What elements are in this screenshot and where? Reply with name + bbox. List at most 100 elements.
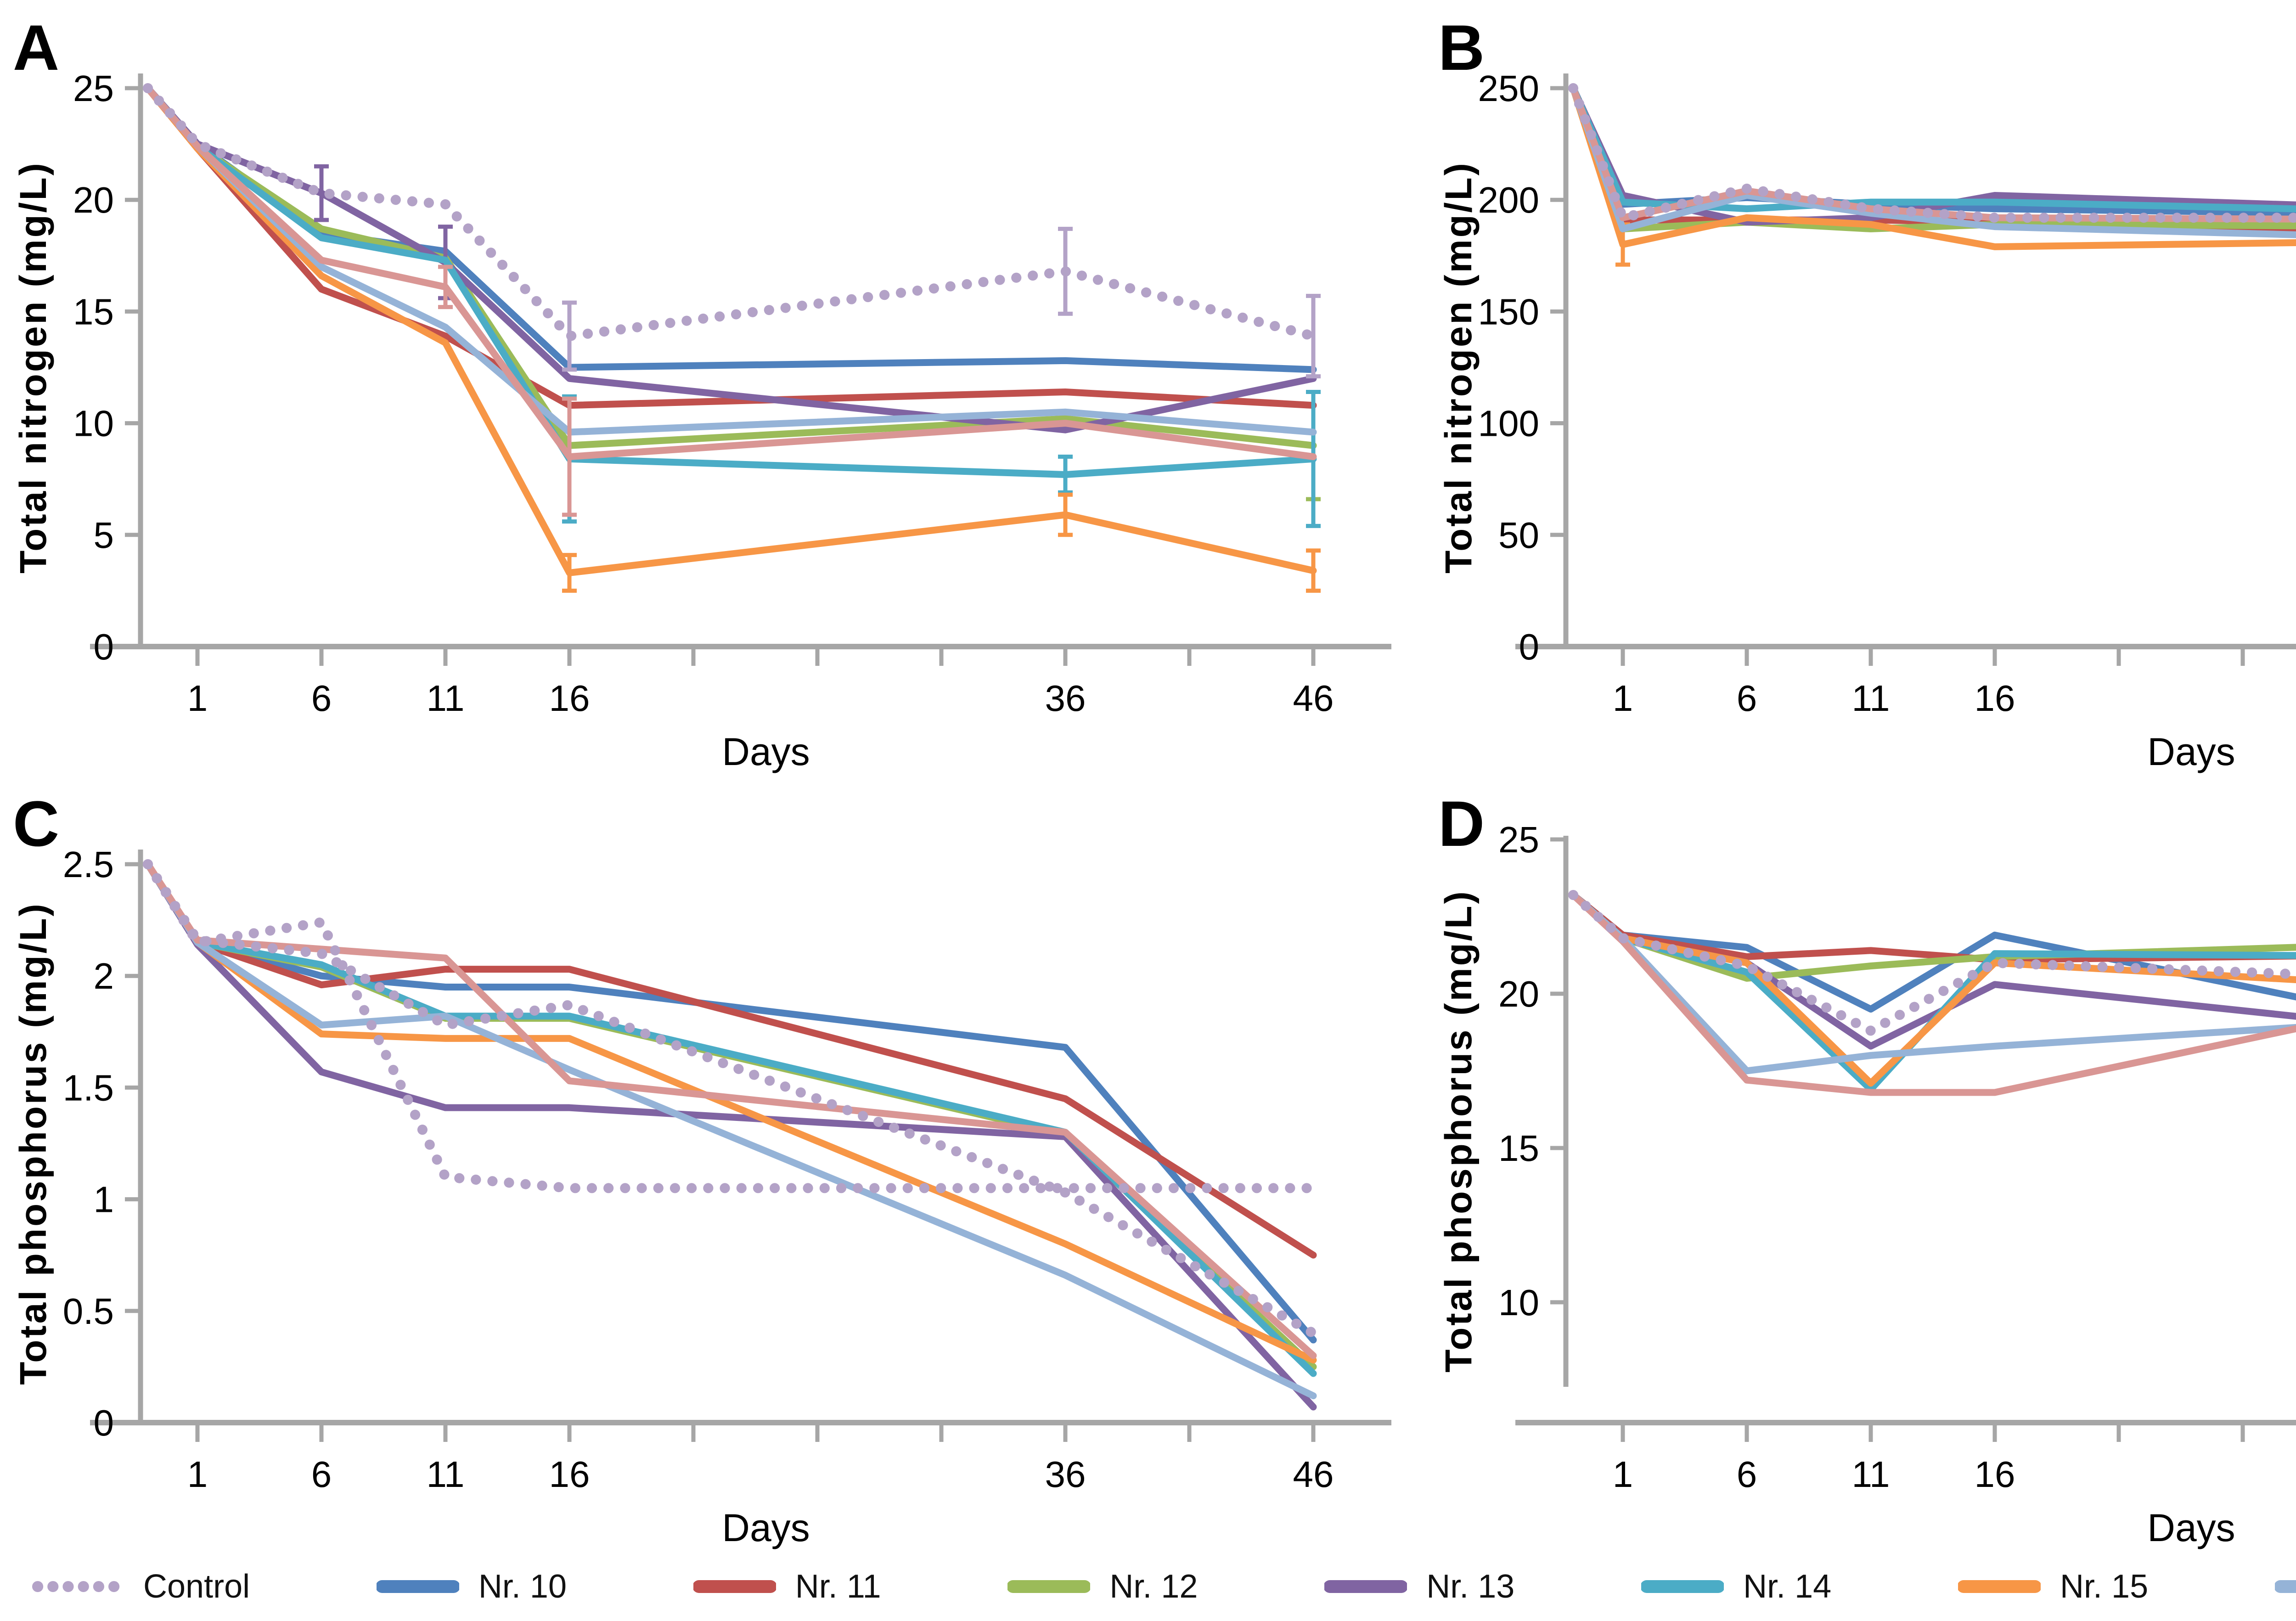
y-tick-label: 250 (1478, 68, 1539, 109)
legend-swatch-nr-13-line-icon (1324, 1580, 1407, 1593)
y-tick-label: 1.5 (63, 1067, 114, 1108)
legend-label-nr-10: Nr. 10 (478, 1568, 567, 1605)
series-line-nr-17 (1570, 891, 2296, 1096)
legend-label-nr-12: Nr. 12 (1109, 1568, 1198, 1605)
y-axis-title-b: Total nitrogen (mg/L) (1438, 161, 1480, 574)
series-line-nr-10 (1570, 84, 2296, 217)
legend-swatch-nr-12-line-icon (1007, 1580, 1091, 1593)
panel-label-a: A (13, 11, 59, 84)
x-tick-label: 11 (1851, 678, 1890, 719)
x-tick-label: 16 (1975, 678, 2015, 719)
series-line-nr-16 (1570, 891, 2296, 1075)
legend-swatch-nr-10-line-icon (376, 1580, 459, 1593)
y-tick-label: 150 (1478, 291, 1539, 332)
panel-c-total-phosphorus-chart: C Total phosphorus (mg/L) 0 0.5 1 1.5 2 2.5 1 6 11… (0, 776, 1425, 1552)
x-tick-label: 46 (1293, 678, 1334, 719)
series-line-nr-15 (144, 84, 1317, 576)
y-tick-label: 0 (1519, 626, 1540, 667)
y-tick-label: 20 (1498, 974, 1539, 1014)
x-tick-label: 46 (1293, 1454, 1334, 1495)
y-tick-label: 0 (94, 626, 114, 667)
panel-b-total-nitrogen-chart: B Total nitrogen (mg/L) 0 50 100 150 200 250 1 6 1… (1425, 0, 2296, 776)
y-tick-label: 10 (1498, 1282, 1539, 1323)
series-line-nr-16 (1570, 84, 2296, 238)
x-tick-label: 1 (1613, 678, 1633, 719)
x-tick-label: 11 (426, 678, 464, 719)
series-line-nr-14 (1570, 84, 2296, 213)
x-tick-label: 36 (1045, 678, 1086, 719)
panel-label-b: B (1438, 11, 1485, 84)
panel-label-c: C (13, 788, 59, 860)
legend-item-nr-13: Nr. 13 (1324, 1568, 1514, 1605)
legend-item-nr-14: Nr. 14 (1641, 1568, 1831, 1605)
y-tick-label: 15 (73, 291, 114, 332)
panel-a-total-nitrogen-chart: A Total nitrogen (mg/L) 0 5 10 15 20 25 1 6 11 16 36… (0, 0, 1425, 776)
y-tick-label: 50 (1498, 515, 1539, 556)
legend-label-nr-15: Nr. 15 (2060, 1568, 2149, 1605)
legend-item-control: Control (32, 1568, 250, 1605)
legend-label-nr-13: Nr. 13 (1426, 1568, 1515, 1605)
y-tick-label: 0 (94, 1402, 114, 1443)
y-tick-label: 20 (73, 180, 114, 220)
x-tick-label: 6 (311, 1454, 332, 1495)
series-line-nr-17 (144, 861, 1317, 1359)
x-tick-label: 16 (549, 678, 590, 719)
y-tick-label: 25 (73, 68, 114, 109)
series-line-nr-15 (144, 861, 1317, 1364)
series-line-nr-17 (1570, 84, 2296, 223)
series-line-nr-11 (144, 84, 1317, 409)
legend-item-nr-16: Nr. 16 (2274, 1568, 2296, 1605)
x-tick-label: 16 (1975, 1454, 2015, 1495)
y-tick-label: 200 (1478, 180, 1539, 220)
y-axis-title-c: Total phosphorus (mg/L) (12, 902, 54, 1385)
y-tick-label: 100 (1478, 403, 1539, 444)
y-tick-label: 0.5 (63, 1291, 114, 1332)
legend-item-nr-10: Nr. 10 (376, 1568, 567, 1605)
panel-label-d: D (1438, 788, 1485, 860)
series-line-control (143, 859, 1318, 1193)
x-tick-label: 1 (187, 678, 208, 719)
x-tick-label: 1 (1613, 1454, 1633, 1495)
chart-legend: Control Nr. 10 Nr. 11 Nr. 12 Nr. 13 Nr. 14 Nr.… (0, 1552, 2296, 1621)
legend-label-nr-14: Nr. 14 (1743, 1568, 1832, 1605)
y-tick-label: 5 (94, 515, 114, 556)
legend-item-nr-12: Nr. 12 (1007, 1568, 1198, 1605)
y-tick-label: 10 (73, 403, 114, 444)
x-tick-label: 6 (1737, 678, 1757, 719)
y-tick-label: 25 (1498, 819, 1539, 860)
x-axis-title-a: Days (722, 730, 810, 773)
legend-item-nr-11: Nr. 11 (693, 1568, 881, 1605)
x-tick-label: 6 (311, 678, 332, 719)
x-axis-title-c: Days (722, 1506, 810, 1549)
legend-item-nr-15: Nr. 15 (1958, 1568, 2148, 1605)
legend-swatch-nr-15-line-icon (1958, 1580, 2041, 1593)
y-tick-label: 2.5 (63, 844, 114, 885)
y-tick-label: 1 (94, 1179, 114, 1220)
x-tick-label: 1 (187, 1454, 208, 1495)
legend-swatch-nr-16-line-icon (2274, 1580, 2296, 1593)
legend-swatch-nr-14-line-icon (1641, 1580, 1724, 1593)
series-line-nr-14 (1570, 891, 2296, 1093)
x-tick-label: 36 (1045, 1454, 1086, 1495)
y-tick-label: 15 (1498, 1128, 1539, 1169)
x-axis-title-d: Days (2147, 1506, 2235, 1549)
series-line-control (1568, 889, 2296, 1036)
y-axis-title-a: Total nitrogen (mg/L) (12, 161, 54, 574)
legend-label-control: Control (143, 1568, 250, 1605)
x-axis-title-b: Days (2147, 730, 2235, 773)
series-line-control-2nd-dotted-trace (143, 859, 1318, 1339)
legend-swatch-control-dotted-line-icon (32, 1581, 124, 1592)
x-tick-label: 11 (426, 1454, 464, 1495)
y-axis-title-d: Total phosphorus (mg/L) (1438, 889, 1480, 1373)
x-tick-label: 6 (1737, 1454, 1757, 1495)
x-tick-label: 16 (549, 1454, 590, 1495)
legend-swatch-nr-11-line-icon (693, 1580, 776, 1593)
x-tick-label: 11 (1851, 1454, 1890, 1495)
legend-label-nr-11: Nr. 11 (795, 1568, 881, 1605)
y-tick-label: 2 (94, 956, 114, 996)
